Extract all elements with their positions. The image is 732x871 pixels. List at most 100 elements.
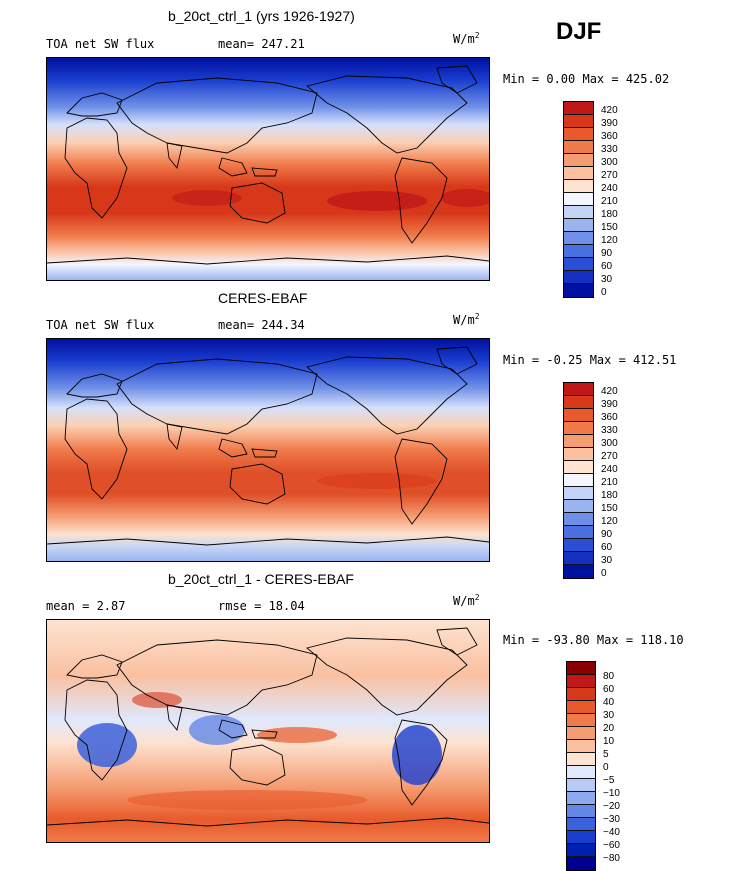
coastline — [229, 463, 286, 505]
colorbar-swatch — [564, 552, 593, 565]
colorbar-tick-label: 5 — [603, 749, 609, 760]
colorbar-tick-label: 120 — [601, 235, 618, 246]
colorbar-swatch — [567, 857, 595, 870]
coastline — [306, 637, 468, 716]
coastline — [64, 679, 128, 781]
colorbar-swatch — [567, 727, 595, 740]
colorbar-tick-label: −20 — [603, 801, 620, 812]
panel-3-min-max: Min = -93.80 Max = 118.10 — [503, 633, 684, 647]
panel-2-min-max: Min = -0.25 Max = 412.51 — [503, 353, 677, 367]
panel-1-field — [47, 58, 489, 280]
colorbar-tick-label: 180 — [601, 209, 618, 220]
coastline — [394, 157, 448, 244]
coastline — [218, 719, 248, 739]
colorbar-swatch — [564, 245, 593, 258]
panel-1-min-max: Min = 0.00 Max = 425.02 — [503, 72, 670, 86]
panel-1-colorbar-ticks: 420 390 360 330 300 270 240 210 180 150 120 90 60 30 0 — [601, 104, 618, 299]
colorbar-swatch — [567, 701, 595, 714]
colorbar-tick-label: 150 — [601, 503, 618, 514]
coastline — [251, 729, 278, 739]
panel-3-map — [46, 619, 490, 843]
colorbar-swatch — [564, 193, 593, 206]
colorbar-swatch — [567, 831, 595, 844]
colorbar-tick-label: −5 — [603, 775, 615, 786]
coastline — [166, 704, 183, 732]
colorbar-swatch — [564, 206, 593, 219]
colorbar-tick-label: 0 — [601, 568, 607, 579]
colorbar-swatch — [564, 128, 593, 141]
colorbar-swatch — [564, 526, 593, 539]
colorbar-swatch — [567, 805, 595, 818]
colorbar-tick-label: 150 — [601, 222, 618, 233]
coastline — [394, 438, 448, 525]
colorbar-swatch — [567, 662, 595, 675]
colorbar-swatch — [564, 284, 593, 297]
colorbar-swatch — [564, 500, 593, 513]
colorbar-tick-label: 30 — [603, 710, 615, 721]
colorbar-swatch — [564, 219, 593, 232]
coastline — [436, 627, 478, 656]
colorbar-swatch — [567, 714, 595, 727]
colorbar-tick-label: 0 — [601, 287, 607, 298]
colorbar-swatch — [564, 232, 593, 245]
panel-2-map — [46, 338, 490, 562]
colorbar-swatch — [564, 258, 593, 271]
season-label: DJF — [556, 18, 602, 45]
coastline — [218, 157, 248, 177]
coastline — [116, 639, 318, 716]
coastline — [229, 744, 286, 786]
colorbar-tick-label: 0 — [603, 762, 609, 773]
panel-3-field — [47, 620, 489, 842]
colorbar-swatch — [567, 753, 595, 766]
coastline — [116, 77, 318, 154]
coastline — [166, 142, 183, 170]
panel-1-variable-label: TOA net SW flux — [46, 37, 155, 51]
colorbar-tick-label: 30 — [601, 274, 613, 285]
panel-1-mean-label: mean= 247.21 — [218, 37, 305, 51]
colorbar-tick-label: 300 — [601, 438, 618, 449]
colorbar-swatch — [567, 779, 595, 792]
panel-3-rmse-label: rmse = 18.04 — [218, 599, 305, 613]
colorbar-swatch — [564, 539, 593, 552]
coastline — [47, 255, 489, 265]
coastline — [229, 182, 286, 224]
colorbar-tick-label: 90 — [601, 529, 613, 540]
colorbar-tick-label: 40 — [603, 697, 615, 708]
colorbar-tick-label: 80 — [603, 671, 615, 682]
coastline — [436, 65, 478, 94]
colorbar-swatch — [564, 409, 593, 422]
colorbar-swatch — [564, 461, 593, 474]
colorbar-swatch — [564, 167, 593, 180]
colorbar-tick-label: 90 — [601, 248, 613, 259]
coastline — [251, 167, 278, 177]
panel-3-units: W/m2 — [453, 593, 480, 608]
colorbar-tick-label: 390 — [601, 118, 618, 129]
colorbar-swatch — [567, 688, 595, 701]
coastline — [218, 438, 248, 458]
panel-2-title: CERES-EBAF — [218, 290, 308, 306]
panel-2-colorbar — [563, 382, 594, 579]
panel-2-field — [47, 339, 489, 561]
colorbar-tick-label: 60 — [601, 542, 613, 553]
colorbar-tick-label: −10 — [603, 788, 620, 799]
colorbar-swatch — [564, 102, 593, 115]
colorbar-swatch — [564, 141, 593, 154]
panel-2-variable-label: TOA net SW flux — [46, 318, 155, 332]
colorbar-tick-label: 60 — [601, 261, 613, 272]
colorbar-tick-label: 360 — [601, 412, 618, 423]
colorbar-swatch — [567, 818, 595, 831]
coastline — [251, 448, 278, 458]
colorbar-tick-label: 330 — [601, 425, 618, 436]
colorbar-swatch — [567, 766, 595, 779]
colorbar-tick-label: 10 — [603, 736, 615, 747]
colorbar-tick-label: 330 — [601, 144, 618, 155]
colorbar-swatch — [564, 422, 593, 435]
coastline — [47, 817, 489, 827]
panel-3-mean-label: mean = 2.87 — [46, 599, 126, 613]
colorbar-tick-label: 270 — [601, 451, 618, 462]
coastline — [166, 423, 183, 451]
colorbar-tick-label: 300 — [601, 157, 618, 168]
panel-1-colorbar — [563, 101, 594, 298]
colorbar-swatch — [564, 154, 593, 167]
panel-3-colorbar — [566, 661, 596, 871]
